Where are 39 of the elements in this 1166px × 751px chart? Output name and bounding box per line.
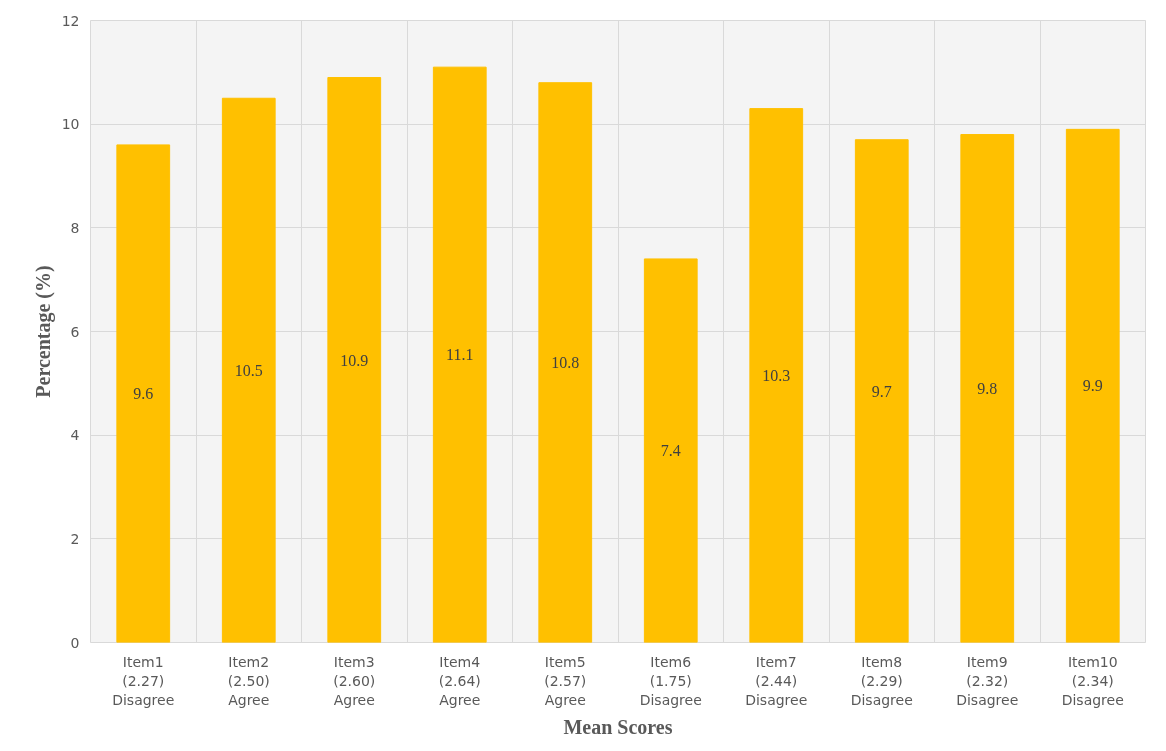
y-tick-label: 0 [70, 634, 80, 651]
bar [116, 144, 171, 643]
data-label: 10.9 [340, 351, 369, 369]
y-tick-label: 4 [70, 427, 80, 444]
y-axis-title: Percentage (%) [31, 265, 55, 398]
data-label: 9.9 [1082, 377, 1103, 395]
bar [749, 108, 804, 643]
data-label: 9.8 [977, 380, 998, 398]
x-tick-label: Item1 (2.27) Disagree [112, 653, 175, 708]
bar [960, 134, 1015, 643]
x-tick-label: Item2 (2.50) Agree [227, 653, 270, 708]
x-tick-label: Item5 (2.57) Agree [544, 653, 587, 708]
x-tick-label: Item10 (2.34) Disagree [1061, 653, 1124, 708]
x-axis-title: Mean Scores [563, 715, 673, 738]
data-label: 10.5 [234, 361, 263, 379]
x-tick-label: Item3 (2.60) Agree [333, 653, 376, 708]
bar [538, 82, 593, 643]
y-tick-label: 12 [61, 12, 80, 29]
data-label: 11.1 [446, 346, 474, 364]
data-label: 9.6 [133, 385, 154, 403]
x-tick-label: Item9 (2.32) Disagree [956, 653, 1019, 708]
bar [221, 97, 276, 643]
x-tick-label: Item6 (1.75) Disagree [639, 653, 702, 708]
y-tick-label: 8 [70, 219, 80, 236]
y-tick-label: 10 [61, 116, 80, 133]
bar [643, 258, 698, 643]
data-label: 10.8 [551, 354, 580, 372]
bar [327, 77, 382, 643]
bar [432, 66, 487, 643]
data-label: 9.7 [871, 382, 892, 400]
x-tick-label: Item4 (2.64) Agree [438, 653, 481, 708]
data-label: 10.3 [762, 367, 791, 385]
bar [854, 139, 909, 643]
y-tick-label: 6 [70, 323, 80, 340]
data-label: 7.4 [660, 442, 681, 460]
y-tick-label: 2 [70, 530, 80, 547]
x-tick-label: Item7 (2.44) Disagree [745, 653, 808, 708]
bar [1065, 128, 1120, 643]
x-tick-label: Item8 (2.29) Disagree [850, 653, 913, 708]
